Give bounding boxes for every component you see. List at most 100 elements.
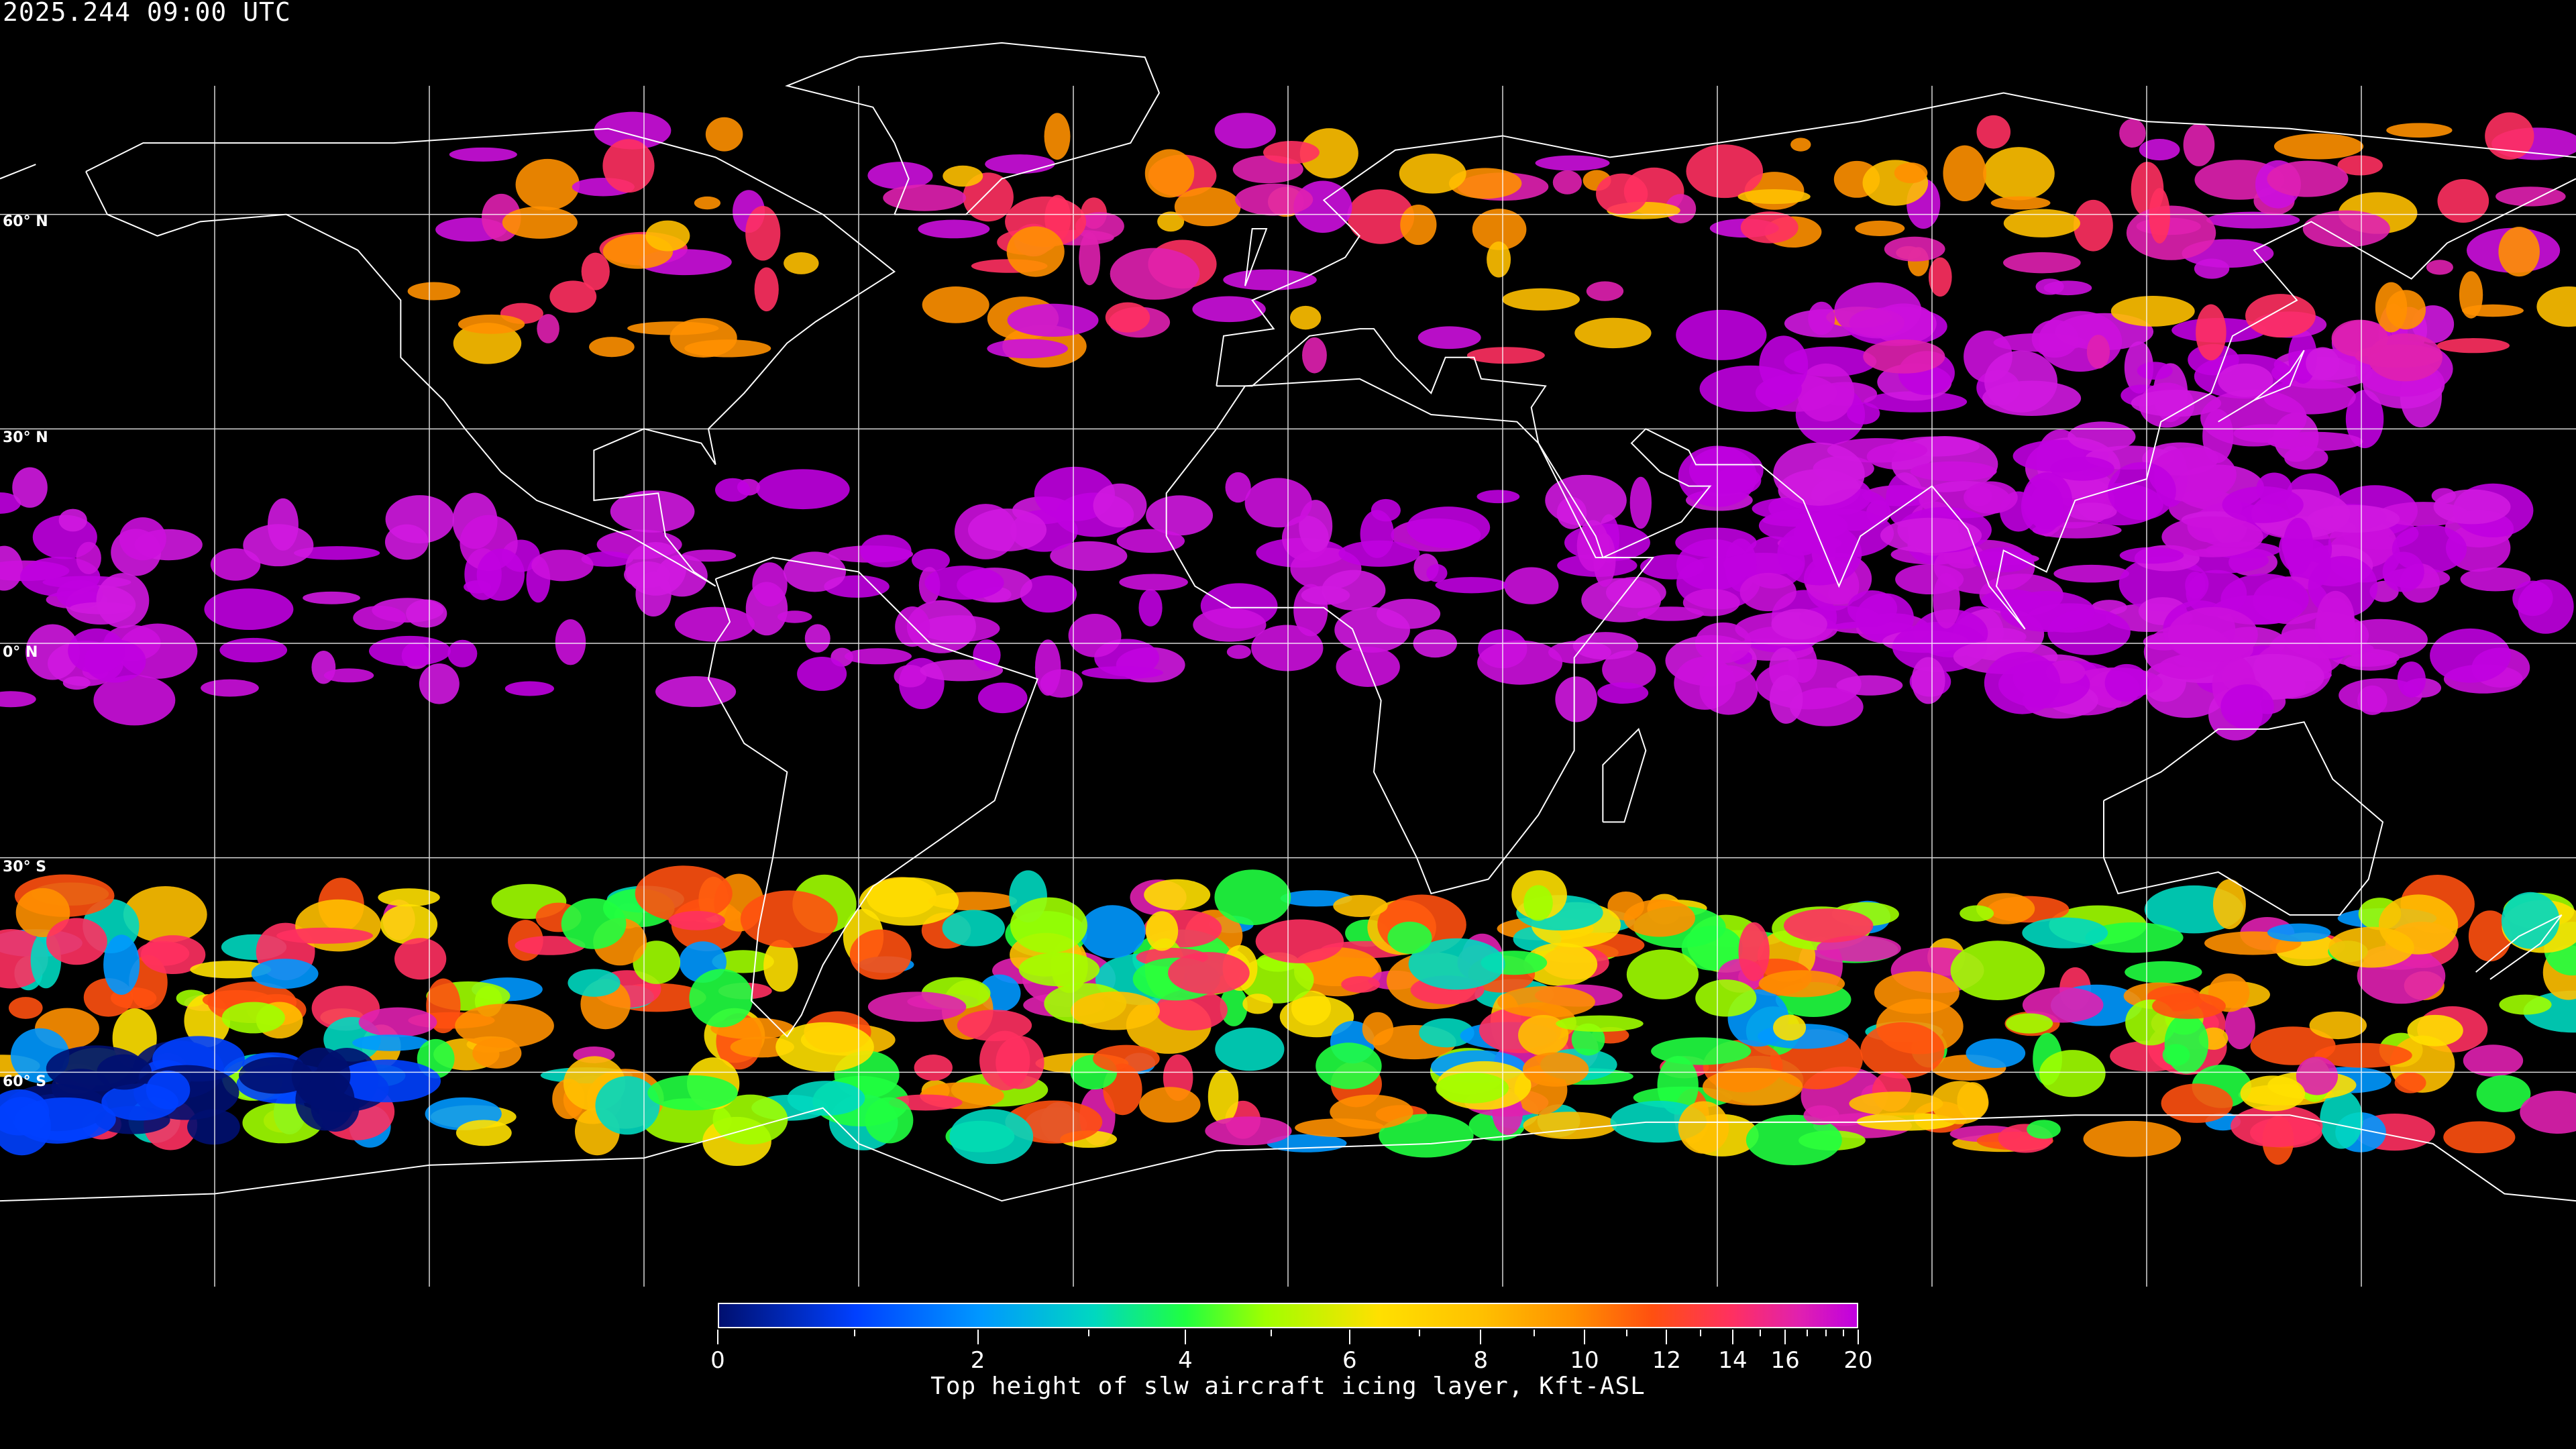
icing-patch <box>1018 952 1100 987</box>
icing-patch <box>1419 1018 1474 1048</box>
icing-patch <box>455 1120 512 1146</box>
icing-patch <box>2152 993 2226 1019</box>
icing-patch <box>1545 474 1627 527</box>
icing-patch <box>1552 170 1582 195</box>
icing-patch <box>633 941 681 984</box>
icing-patch <box>353 605 407 631</box>
icing-patch <box>1068 614 1122 657</box>
icing-patch <box>1347 189 1415 244</box>
lat-label-60n: 60° N <box>3 213 48 230</box>
icing-patch <box>2407 1014 2463 1046</box>
icing-patch <box>2233 424 2300 443</box>
icing-patch <box>25 624 80 680</box>
icing-patch <box>1116 529 1185 553</box>
icing-patch <box>1341 976 1380 993</box>
icing-patch <box>1626 949 1699 1000</box>
icing-patch <box>602 139 655 193</box>
icing-patch <box>2206 211 2300 229</box>
icing-patch <box>2426 260 2453 275</box>
icing-patch <box>2314 1042 2412 1068</box>
icing-patch <box>8 997 43 1019</box>
icing-patch <box>943 165 983 187</box>
icing-patch <box>2022 987 2104 1023</box>
icing-patch <box>763 939 798 992</box>
icing-patch <box>378 888 440 907</box>
icing-patch <box>844 648 912 665</box>
icing-patch <box>1417 326 1481 350</box>
icing-patch <box>295 899 381 952</box>
icing-patch <box>368 635 451 666</box>
icing-patch <box>1884 236 1945 262</box>
icing-map <box>0 42 2576 1287</box>
icing-patch <box>1928 257 1952 297</box>
icing-patch <box>752 562 788 606</box>
icing-patch <box>1856 1112 1956 1131</box>
icing-patch <box>1699 665 1758 715</box>
icing-patch <box>1408 938 1505 990</box>
coastline <box>1216 92 2576 386</box>
icing-patch <box>1379 1114 1474 1158</box>
icing-patch <box>2485 112 2534 160</box>
icing-patch <box>2186 570 2247 616</box>
colorbar-tick <box>1759 1330 1761 1336</box>
icing-patch <box>1093 483 1147 528</box>
icing-patch <box>967 508 1047 551</box>
icing-patch <box>2212 879 2246 930</box>
icing-patch <box>647 1075 738 1111</box>
icing-patch <box>2460 567 2531 592</box>
icing-patch <box>1758 970 1845 998</box>
colorbar-tick-label: 4 <box>1178 1347 1193 1374</box>
icing-patch <box>2196 304 2226 361</box>
icing-patch <box>1093 1044 1160 1073</box>
icing-patch <box>76 541 101 574</box>
icing-patch <box>1316 1042 1382 1089</box>
icing-patch <box>537 314 559 343</box>
icing-patch <box>1146 495 1214 536</box>
icing-patch <box>745 205 781 261</box>
icing-patch <box>595 1076 660 1135</box>
icing-patch <box>705 117 743 152</box>
icing-patch <box>1847 590 1898 627</box>
icing-patch <box>295 1069 355 1131</box>
icing-patch <box>1071 991 1161 1030</box>
icing-patch <box>1399 153 1466 194</box>
icing-patch <box>804 624 830 653</box>
icing-patch <box>712 1094 788 1145</box>
icing-patch <box>1145 911 1179 951</box>
icing-patch <box>865 1097 914 1144</box>
icing-patch <box>204 588 294 630</box>
icing-patch <box>985 154 1055 174</box>
colorbar-tick <box>1625 1330 1627 1336</box>
icing-patch <box>1797 363 1855 422</box>
icing-patch <box>1214 869 1291 925</box>
icing-patch <box>2463 1044 2524 1077</box>
icing-patch <box>2382 551 2424 592</box>
icing-patch <box>1880 517 1982 553</box>
colorbar-tick-label: 10 <box>1570 1347 1599 1374</box>
icing-patch <box>384 524 429 560</box>
colorbar-tick <box>1784 1330 1786 1344</box>
icing-patch <box>1586 281 1624 301</box>
icing-patch <box>1836 675 1903 696</box>
icing-patch <box>1330 1094 1413 1129</box>
icing-patch <box>358 1007 437 1037</box>
icing-patch <box>1263 140 1320 164</box>
colorbar-tick <box>1348 1330 1350 1344</box>
icing-patch <box>1964 481 2018 514</box>
icing-patch <box>2283 517 2314 575</box>
icing-patch <box>1973 547 2035 572</box>
icing-patch <box>610 490 695 533</box>
icing-patch <box>1773 442 1865 506</box>
icing-patch <box>2038 311 2123 372</box>
icing-patch <box>2386 123 2453 138</box>
icing-patch <box>2220 684 2274 729</box>
icing-patch <box>1235 183 1313 216</box>
icing-patch <box>1966 1038 2026 1068</box>
icing-patch <box>2067 502 2117 521</box>
icing-patch <box>1214 113 1276 149</box>
icing-patch <box>1737 189 1811 205</box>
icing-patch <box>1225 472 1251 503</box>
icing-patch <box>2496 186 2566 207</box>
icing-patch <box>323 668 374 683</box>
icing-patch <box>740 890 838 948</box>
